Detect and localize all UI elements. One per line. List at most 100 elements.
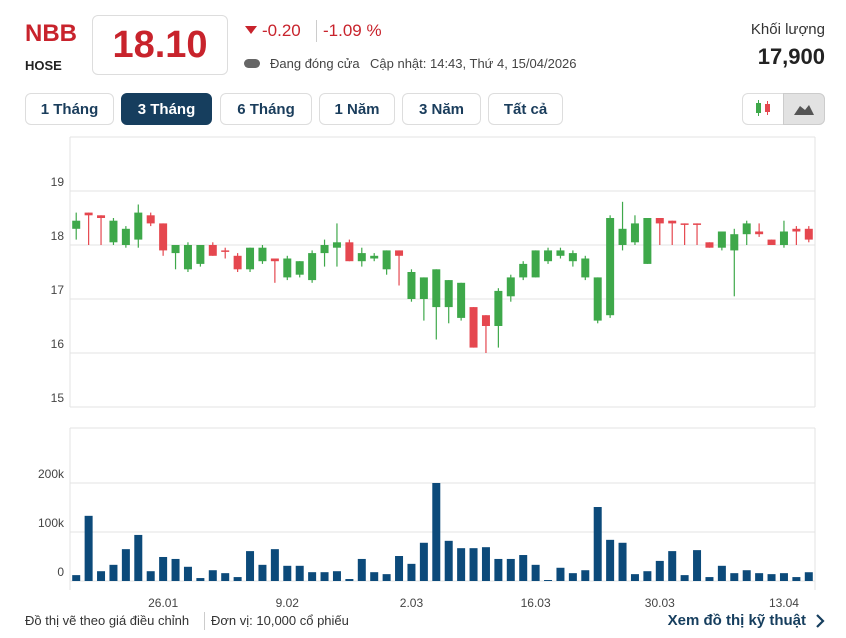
volume-bar — [630, 574, 639, 581]
y-tick-label: 0 — [57, 565, 64, 579]
volume-bar — [568, 573, 577, 581]
volume-bar — [643, 571, 652, 581]
range-tab[interactable]: Tất cả — [488, 93, 563, 125]
candle-body — [519, 263, 528, 278]
candle-body — [804, 228, 813, 240]
volume-bar — [593, 507, 602, 581]
candle-body — [332, 242, 341, 248]
candle-body — [717, 231, 726, 248]
candle-toggle[interactable] — [742, 93, 784, 125]
price: 18.10 — [92, 15, 228, 75]
technical-link[interactable]: Xem đồ thị kỹ thuật — [667, 612, 806, 629]
candle-body — [643, 218, 652, 264]
volume-bar — [792, 577, 801, 581]
volume-bar — [432, 483, 441, 581]
volume-bar — [258, 564, 267, 581]
candle-icon — [756, 100, 770, 116]
candle-body — [295, 261, 304, 275]
volume-bar — [196, 578, 205, 581]
candle-body — [792, 228, 801, 232]
candle-body — [146, 215, 155, 224]
volume-bar — [457, 548, 466, 581]
candle-body — [742, 223, 751, 235]
volume-bar — [233, 577, 242, 581]
candle-body — [568, 253, 577, 262]
separator — [204, 612, 205, 630]
candle-body — [370, 255, 379, 259]
volume-bar — [332, 571, 341, 581]
x-tick-label: 26.01 — [148, 596, 178, 610]
volume-bar — [246, 551, 255, 581]
volume-bar — [469, 548, 478, 581]
candle-body — [246, 247, 255, 270]
candle-body — [693, 223, 702, 225]
x-tick-label: 9.02 — [276, 596, 300, 610]
area-toggle[interactable] — [783, 93, 825, 125]
volume-bar — [730, 573, 739, 581]
range-tab[interactable]: 3 Năm — [402, 93, 481, 125]
volume-bar — [382, 574, 391, 581]
candle-body — [308, 253, 317, 281]
range-tab[interactable]: 3 Tháng — [121, 93, 212, 125]
candle-body — [345, 242, 354, 262]
candle-body — [457, 282, 466, 318]
range-tab[interactable]: 1 Năm — [319, 93, 395, 125]
volume-bar — [121, 549, 130, 581]
volume-bar — [655, 560, 664, 581]
candle-body — [581, 258, 590, 278]
volume-bar — [717, 565, 726, 581]
range-tab[interactable]: 1 Tháng — [25, 93, 114, 125]
candle-body — [121, 228, 130, 245]
volume-bar — [357, 558, 366, 581]
candle-body — [593, 277, 602, 321]
candle-body — [320, 245, 329, 254]
updated: Cập nhật: 14:43, Thứ 4, 15/04/2026 — [370, 56, 577, 71]
y-tick-label: 19 — [51, 175, 65, 189]
volume-label: Khối lượng — [750, 21, 825, 38]
volume-bar — [320, 572, 329, 581]
candle-body — [233, 255, 242, 270]
symbol: NBB — [25, 20, 77, 47]
volume-bar — [134, 534, 143, 581]
volume-bar — [519, 555, 528, 581]
candle-body — [481, 315, 490, 326]
volume-bar — [159, 556, 168, 581]
candle-body — [171, 245, 180, 254]
volume-bar — [531, 564, 540, 581]
volume-bar — [171, 558, 180, 581]
status: Đang đóng cửa — [270, 56, 360, 71]
candle-body — [606, 218, 615, 316]
x-tick-label: 16.03 — [521, 596, 551, 610]
volume-bar — [146, 571, 155, 581]
candle-body — [432, 269, 441, 308]
candle-body — [221, 250, 230, 252]
chevron — [816, 614, 825, 628]
volume-bar — [481, 547, 490, 581]
y-tick-label: 16 — [51, 337, 65, 351]
volume-bar — [618, 542, 627, 581]
volume-bar — [556, 567, 565, 581]
volume-bar — [779, 573, 788, 581]
candle-body — [84, 212, 93, 216]
candle-body — [270, 258, 279, 262]
range-tab[interactable]: 6 Tháng — [220, 93, 312, 125]
candle-body — [506, 277, 515, 297]
x-tick-label: 13.04 — [769, 596, 799, 610]
volume-bar — [606, 539, 615, 581]
footer-unit: Đơn vị: 10,000 cổ phiếu — [211, 613, 349, 628]
volume-bar — [208, 570, 217, 581]
candle-body — [72, 220, 81, 229]
volume-bar — [345, 579, 354, 581]
candle-body — [382, 250, 391, 270]
volume-bar — [221, 573, 230, 581]
candle-body — [755, 231, 764, 235]
volume-bar — [544, 580, 553, 581]
volume-bar — [506, 558, 515, 581]
candle-body — [556, 250, 565, 256]
change-pct: -1.09 % — [323, 21, 382, 40]
y-tick-label: 15 — [51, 391, 65, 405]
candle-body — [183, 245, 192, 270]
volume-bar — [72, 575, 81, 581]
volume-bar — [283, 565, 292, 581]
